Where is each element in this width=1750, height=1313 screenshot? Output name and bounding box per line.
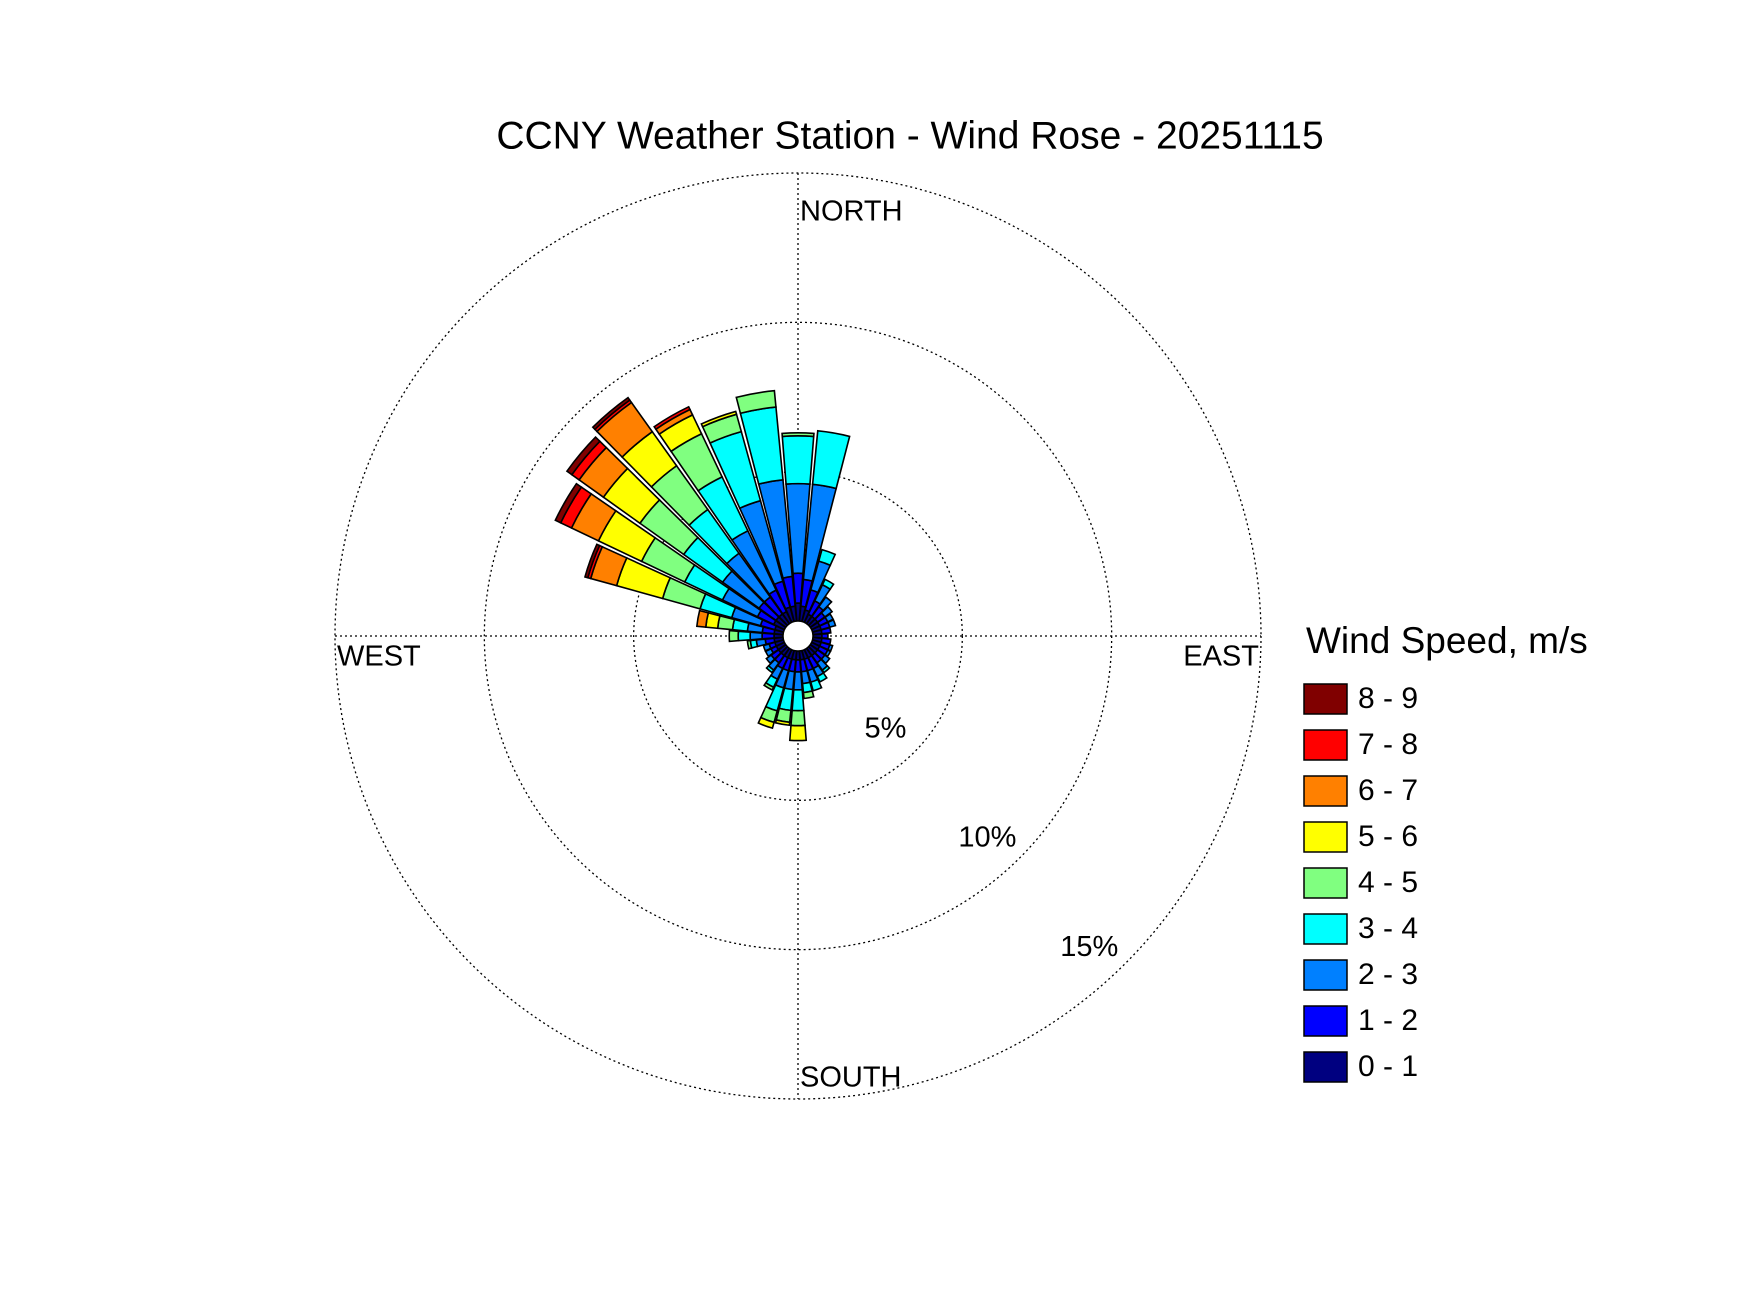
wedge: [765, 664, 775, 674]
legend-swatch: [1303, 867, 1348, 899]
legend-label: 7 - 8: [1358, 728, 1418, 761]
wedge: [816, 671, 828, 683]
wedge: [554, 482, 583, 524]
wedge: [826, 618, 837, 629]
wedge: [695, 609, 710, 628]
legend-label: 1 - 2: [1358, 1004, 1418, 1037]
wedge: [583, 543, 601, 579]
compass-label: WEST: [337, 641, 421, 673]
legend-swatch: [1303, 1051, 1348, 1083]
legend-label: 2 - 3: [1358, 958, 1418, 991]
grid-ring: [334, 172, 1262, 1100]
grid-ring: [633, 471, 963, 801]
legend-swatch: [1303, 683, 1348, 715]
wedge: [791, 688, 805, 712]
legend-swatch: [1303, 913, 1348, 945]
wedge: [653, 405, 692, 431]
compass-label: SOUTH: [800, 1062, 902, 1094]
wedge: [802, 690, 815, 700]
grid-ring: [483, 321, 1113, 951]
wedge: [811, 429, 851, 490]
legend-swatch: [1303, 729, 1348, 761]
wedge: [762, 643, 772, 652]
wedge: [821, 664, 831, 674]
wedge: [749, 631, 764, 641]
legend-label: 3 - 4: [1358, 912, 1418, 945]
legend-swatch: [1303, 959, 1348, 991]
legend-label: 4 - 5: [1358, 866, 1418, 899]
wedge: [757, 716, 776, 730]
legend-swatch: [1303, 1005, 1348, 1037]
legend-label: 8 - 9: [1358, 682, 1418, 715]
wedge: [728, 629, 740, 643]
wedge: [809, 678, 823, 692]
wedge: [788, 724, 808, 742]
chart-title: CCNY Weather Station - Wind Rose - 20251…: [496, 114, 1323, 157]
legend-title: Wind Speed, m/s: [1306, 620, 1588, 661]
wedge: [790, 709, 806, 727]
r-tick-label: 5%: [865, 713, 907, 745]
wedge: [737, 630, 752, 642]
center-hole: [782, 620, 814, 652]
legend-label: 6 - 7: [1358, 774, 1418, 807]
legend-label: 5 - 6: [1358, 820, 1418, 853]
wedge: [781, 435, 815, 485]
wedge: [565, 435, 601, 476]
r-tick-label: 10%: [958, 822, 1016, 854]
wedge: [817, 548, 837, 567]
legend-swatch: [1303, 775, 1348, 807]
wedge: [735, 389, 777, 415]
legend-label: 0 - 1: [1358, 1050, 1418, 1083]
compass-label: NORTH: [800, 196, 903, 228]
wedge: [781, 432, 815, 438]
wedge: [763, 681, 775, 692]
wedge: [591, 396, 631, 431]
compass-label: EAST: [1183, 641, 1259, 673]
wedge: [774, 718, 791, 727]
wedge: [821, 578, 835, 591]
wedge: [700, 410, 738, 428]
legend-swatch: [1303, 821, 1348, 853]
r-tick-label: 15%: [1060, 931, 1118, 963]
wedge: [746, 639, 753, 650]
